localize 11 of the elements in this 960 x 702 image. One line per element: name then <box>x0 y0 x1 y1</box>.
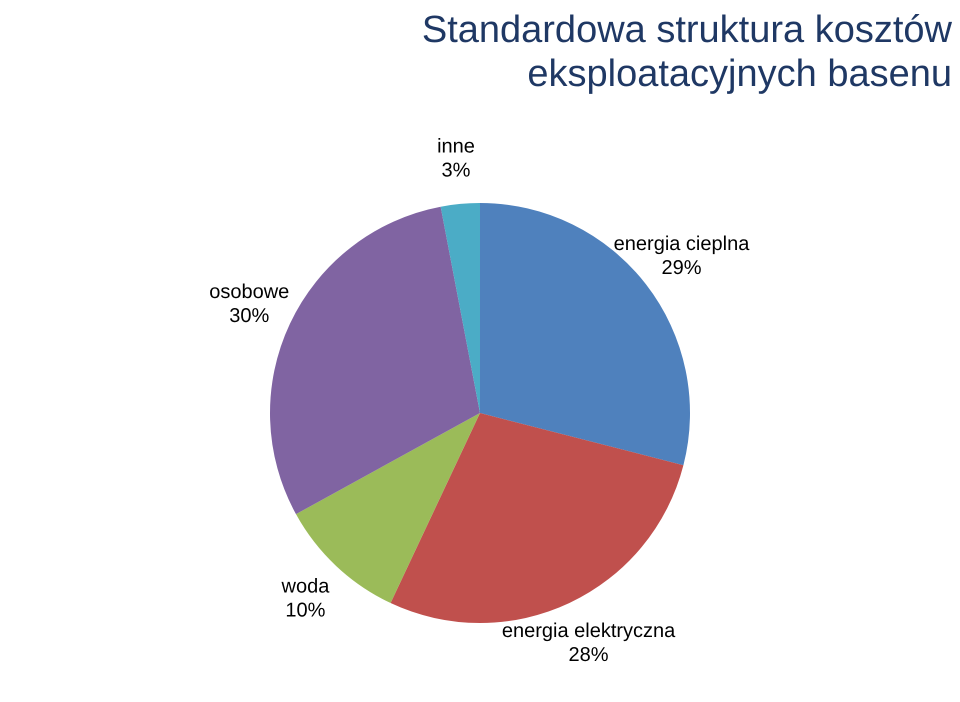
data-label: 10% <box>285 599 326 622</box>
chart-title: Standardowa struktura kosztów eksploatacyjnych basenu <box>420 8 952 97</box>
data-label: 28% <box>568 644 609 666</box>
slice-label: inne <box>437 136 475 158</box>
data-label: 30% <box>229 304 270 327</box>
slice-label: osobowe <box>209 280 290 303</box>
slice-label: energia cieplna <box>614 233 750 256</box>
slice-label: energia elektryczna <box>502 620 676 642</box>
data-label: 29% <box>661 257 702 280</box>
slice-label: woda <box>280 575 330 598</box>
data-label: 3% <box>442 160 471 182</box>
